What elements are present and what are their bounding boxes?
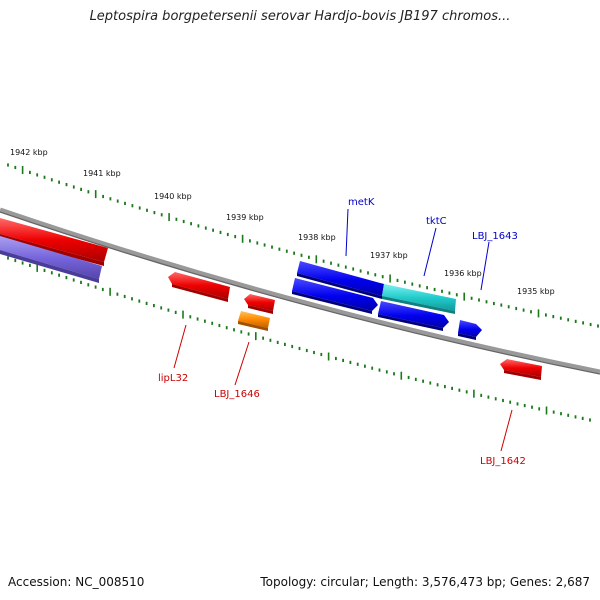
kbp-label: 1938 kbp [298,233,336,242]
gene-red-small[interactable] [244,294,275,314]
kbp-label: 1940 kbp [154,192,192,201]
kbp-label: 1942 kbp [10,148,48,157]
gene-label-LBJ_1646: LBJ_1646 [214,389,260,400]
topology-text: Topology: circular; Length: 3,576,473 bp… [260,575,590,589]
kbp-label: 1941 kbp [83,169,121,178]
kbp-label: 1939 kbp [226,213,264,222]
gene-label-lipL32: lipL32 [158,373,188,384]
kbp-label: 1937 kbp [370,251,408,260]
gene-label-LBJ_1643: LBJ_1643 [472,231,518,242]
gene-label-metK: metK [348,197,375,208]
gene-LBJ_1643[interactable] [458,320,482,340]
gene-label-LBJ_1642: LBJ_1642 [480,456,526,467]
gene-lipL32[interactable] [168,272,230,302]
accession-text: Accession: NC_008510 [8,575,144,589]
gene-label-tktC: tktC [426,216,447,227]
kbp-label: 1935 kbp [517,287,555,296]
gene-LBJ_1642[interactable] [500,359,542,380]
gene-LBJ_1646[interactable] [238,311,270,331]
kbp-label: 1936 kbp [444,269,482,278]
